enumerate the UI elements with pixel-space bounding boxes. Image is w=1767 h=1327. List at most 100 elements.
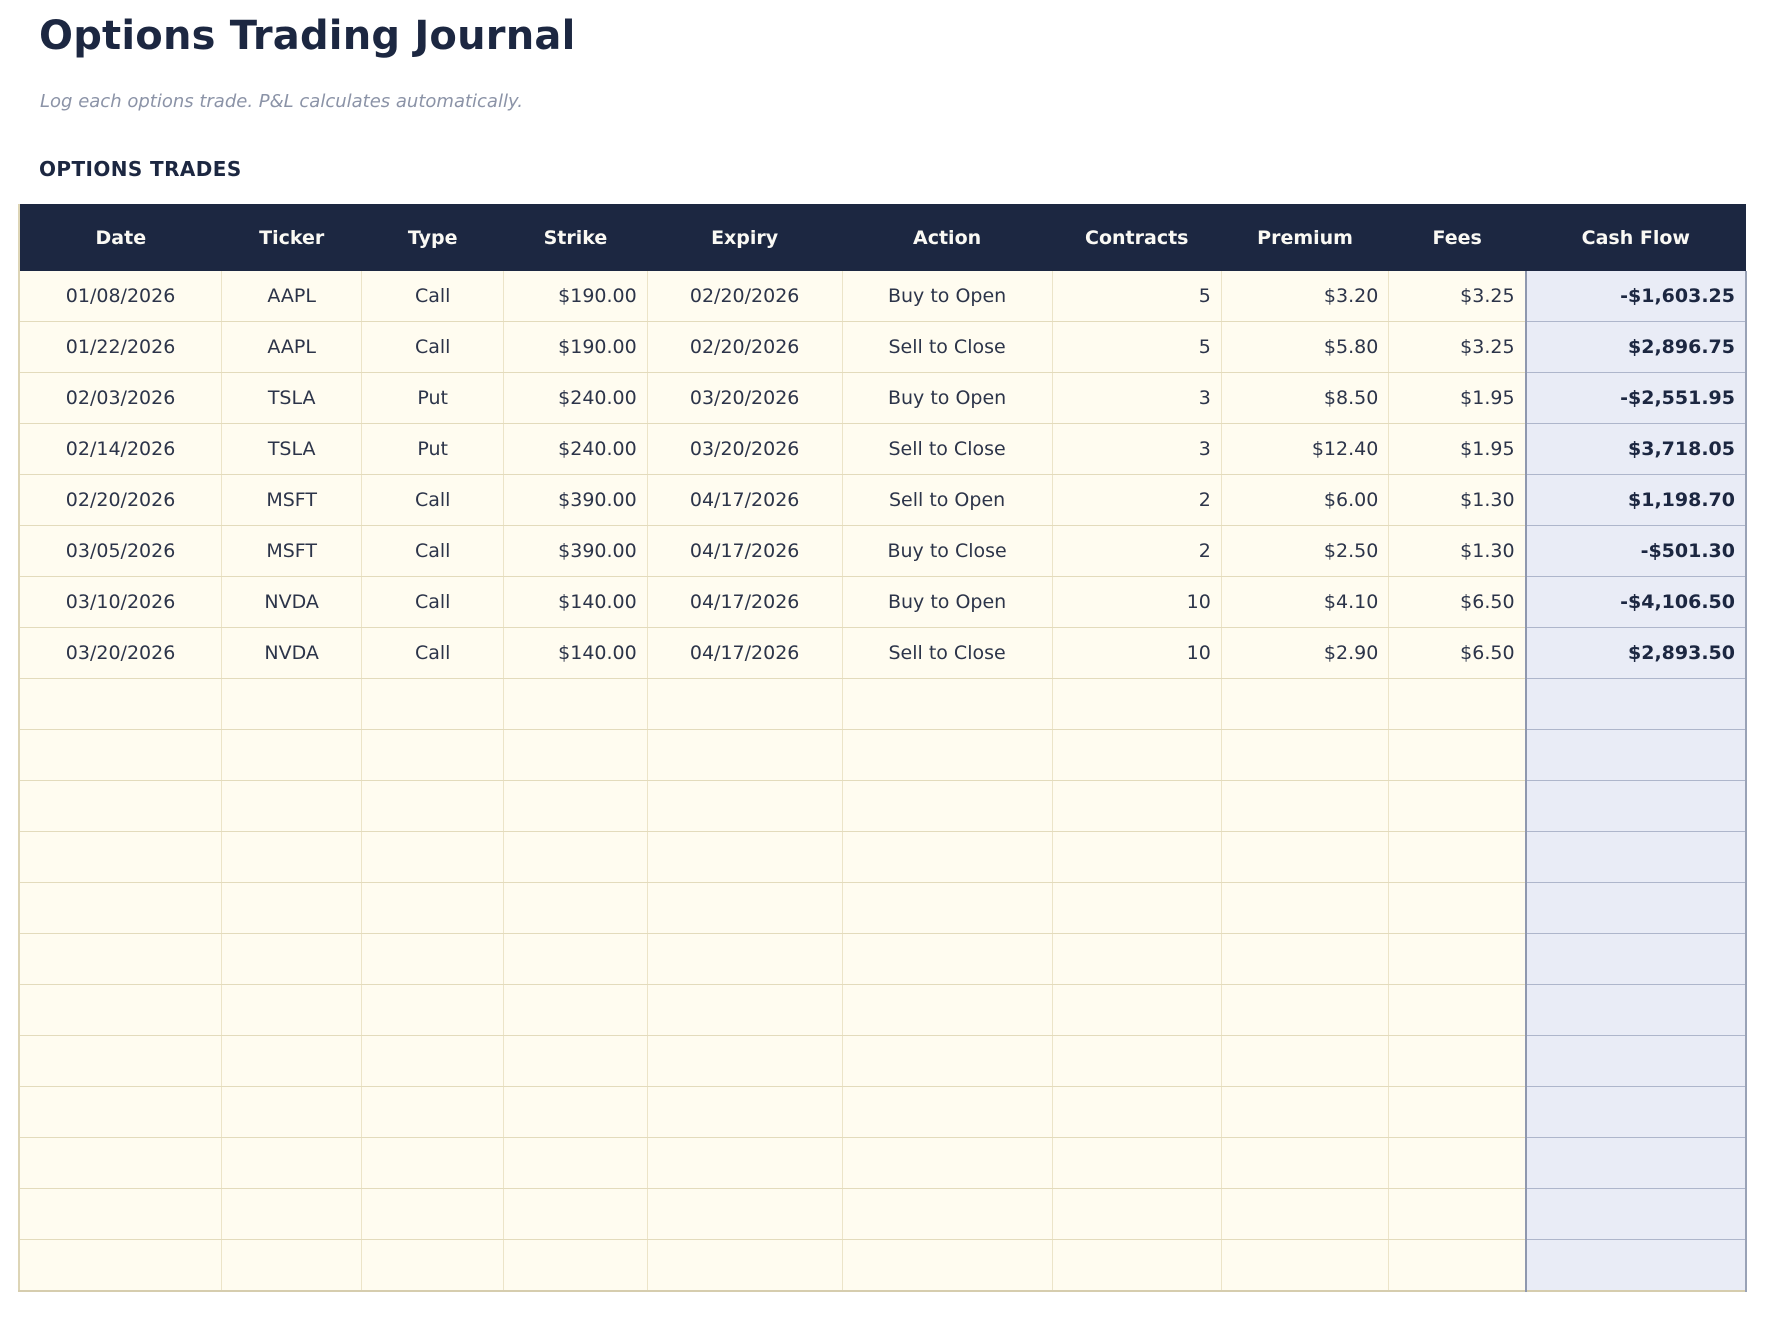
empty-cell-date[interactable] [19,780,223,832]
empty-cell-strike[interactable] [503,678,648,730]
cell-expiry[interactable]: 04/17/2026 [647,627,843,679]
cell-premium[interactable]: $5.80 [1221,321,1390,373]
empty-cell-fees[interactable] [1388,831,1527,883]
empty-cell-ticker[interactable] [221,1137,363,1189]
cell-ticker[interactable]: AAPL [221,271,363,322]
cell-action[interactable]: Buy to Open [842,576,1053,628]
empty-cell-action[interactable] [842,882,1053,934]
empty-cell-fees[interactable] [1388,882,1527,934]
cell-ticker[interactable]: AAPL [221,321,363,373]
cell-strike[interactable]: $390.00 [503,525,648,577]
empty-cell-strike[interactable] [503,882,648,934]
empty-cell-action[interactable] [842,1188,1053,1240]
empty-cell-action[interactable] [842,1239,1053,1292]
empty-cell-expiry[interactable] [647,729,843,781]
cell-action[interactable]: Buy to Open [842,271,1053,322]
cell-ticker[interactable]: MSFT [221,474,363,526]
empty-cell-expiry[interactable] [647,1035,843,1087]
empty-cell-date[interactable] [19,933,223,985]
empty-cell-date[interactable] [19,1086,223,1138]
cell-date[interactable]: 01/08/2026 [19,271,223,322]
empty-cell-expiry[interactable] [647,1188,843,1240]
cell-type[interactable]: Put [361,372,505,424]
cell-contracts[interactable]: 3 [1052,423,1222,475]
cell-date[interactable]: 02/03/2026 [19,372,223,424]
cell-ticker[interactable]: NVDA [221,576,363,628]
empty-cell-strike[interactable] [503,1188,648,1240]
empty-cell-date[interactable] [19,984,223,1036]
cell-expiry[interactable]: 04/17/2026 [647,576,843,628]
cell-type[interactable]: Call [361,474,505,526]
empty-cell-strike[interactable] [503,984,648,1036]
empty-cell-fees[interactable] [1388,1137,1527,1189]
cell-date[interactable]: 03/20/2026 [19,627,223,679]
cell-fees[interactable]: $6.50 [1388,576,1527,628]
empty-cell-expiry[interactable] [647,780,843,832]
empty-cell-date[interactable] [19,1035,223,1087]
empty-cell-expiry[interactable] [647,678,843,730]
cell-expiry[interactable]: 02/20/2026 [647,271,843,322]
cell-action[interactable]: Buy to Close [842,525,1053,577]
cell-date[interactable]: 03/05/2026 [19,525,223,577]
empty-cell-contracts[interactable] [1052,1035,1222,1087]
empty-cell-expiry[interactable] [647,882,843,934]
empty-cell-premium[interactable] [1221,1035,1390,1087]
empty-cell-fees[interactable] [1388,1035,1527,1087]
cell-contracts[interactable]: 10 [1052,627,1222,679]
cell-expiry[interactable]: 03/20/2026 [647,423,843,475]
empty-cell-strike[interactable] [503,1239,648,1292]
cell-action[interactable]: Buy to Open [842,372,1053,424]
empty-cell-ticker[interactable] [221,1188,363,1240]
empty-cell-contracts[interactable] [1052,729,1222,781]
cell-fees[interactable]: $1.95 [1388,423,1527,475]
cell-fees[interactable]: $1.95 [1388,372,1527,424]
empty-cell-contracts[interactable] [1052,984,1222,1036]
empty-cell-type[interactable] [361,1239,505,1292]
empty-cell-contracts[interactable] [1052,882,1222,934]
empty-cell-contracts[interactable] [1052,780,1222,832]
cell-ticker[interactable]: TSLA [221,423,363,475]
empty-cell-premium[interactable] [1221,831,1390,883]
cell-date[interactable]: 01/22/2026 [19,321,223,373]
empty-cell-action[interactable] [842,1137,1053,1189]
empty-cell-ticker[interactable] [221,780,363,832]
empty-cell-ticker[interactable] [221,1035,363,1087]
cell-premium[interactable]: $12.40 [1221,423,1390,475]
cell-ticker[interactable]: TSLA [221,372,363,424]
cell-contracts[interactable]: 10 [1052,576,1222,628]
cell-contracts[interactable]: 3 [1052,372,1222,424]
empty-cell-type[interactable] [361,729,505,781]
empty-cell-contracts[interactable] [1052,1239,1222,1292]
empty-cell-ticker[interactable] [221,882,363,934]
cell-fees[interactable]: $3.25 [1388,321,1527,373]
empty-cell-type[interactable] [361,1035,505,1087]
empty-cell-type[interactable] [361,1086,505,1138]
empty-cell-premium[interactable] [1221,1137,1390,1189]
cell-type[interactable]: Call [361,321,505,373]
empty-cell-action[interactable] [842,780,1053,832]
empty-cell-strike[interactable] [503,1035,648,1087]
empty-cell-strike[interactable] [503,933,648,985]
empty-cell-type[interactable] [361,933,505,985]
empty-cell-action[interactable] [842,678,1053,730]
empty-cell-premium[interactable] [1221,678,1390,730]
empty-cell-strike[interactable] [503,1086,648,1138]
cell-type[interactable]: Call [361,627,505,679]
cell-ticker[interactable]: MSFT [221,525,363,577]
empty-cell-action[interactable] [842,831,1053,883]
empty-cell-fees[interactable] [1388,1086,1527,1138]
empty-cell-date[interactable] [19,1188,223,1240]
cell-fees[interactable]: $1.30 [1388,525,1527,577]
cell-contracts[interactable]: 2 [1052,474,1222,526]
cell-contracts[interactable]: 5 [1052,271,1222,322]
empty-cell-ticker[interactable] [221,1239,363,1292]
empty-cell-premium[interactable] [1221,933,1390,985]
empty-cell-ticker[interactable] [221,678,363,730]
cell-expiry[interactable]: 02/20/2026 [647,321,843,373]
empty-cell-ticker[interactable] [221,831,363,883]
empty-cell-date[interactable] [19,1137,223,1189]
cell-strike[interactable]: $140.00 [503,576,648,628]
empty-cell-expiry[interactable] [647,984,843,1036]
empty-cell-contracts[interactable] [1052,831,1222,883]
empty-cell-date[interactable] [19,729,223,781]
